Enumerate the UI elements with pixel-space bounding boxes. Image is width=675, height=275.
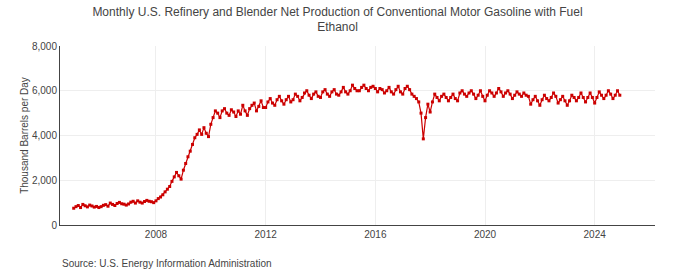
svg-text:2024: 2024 — [584, 229, 607, 240]
svg-text:Source: U.S. Energy Informatio: Source: U.S. Energy Information Administ… — [62, 258, 272, 269]
svg-text:6,000: 6,000 — [32, 85, 57, 96]
svg-text:0: 0 — [51, 220, 57, 231]
svg-text:Thousand Barrels per Day: Thousand Barrels per Day — [19, 77, 30, 194]
svg-text:2020: 2020 — [474, 229, 497, 240]
svg-text:2016: 2016 — [364, 229, 387, 240]
svg-text:2,000: 2,000 — [32, 175, 57, 186]
svg-text:4,000: 4,000 — [32, 130, 57, 141]
svg-text:2012: 2012 — [255, 229, 278, 240]
svg-text:Monthly U.S. Refinery and Blen: Monthly U.S. Refinery and Blender Net Pr… — [92, 5, 582, 35]
svg-text:2008: 2008 — [145, 229, 168, 240]
svg-text:8,000: 8,000 — [32, 41, 57, 52]
